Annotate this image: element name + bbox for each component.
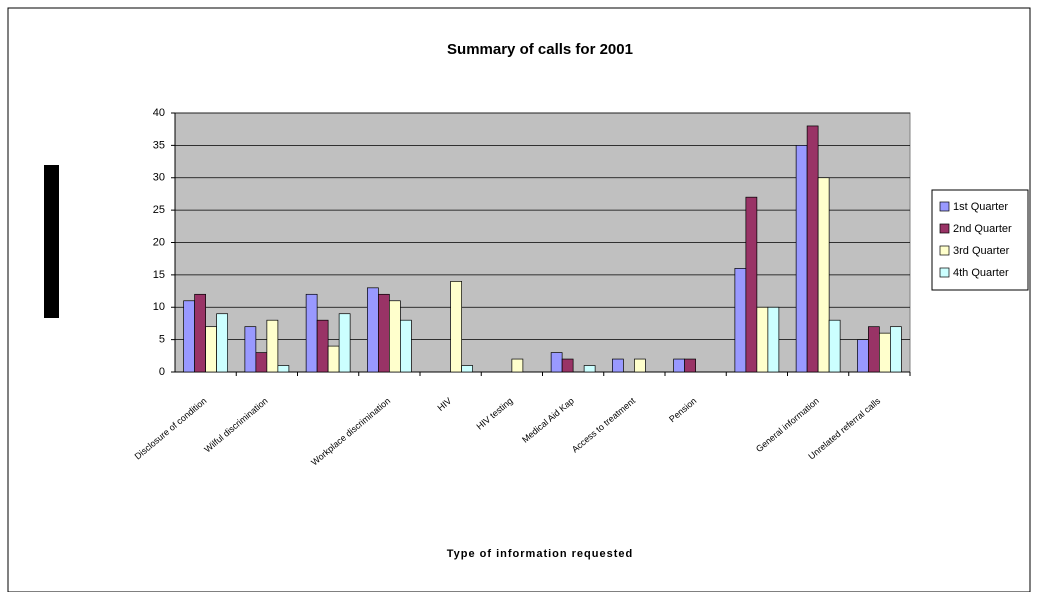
bar (216, 313, 228, 373)
bar (305, 293, 318, 373)
y-tick-label: 5 (159, 334, 165, 346)
legend-swatch (939, 201, 950, 212)
bar (767, 306, 780, 373)
legend-label: 1st Quarter (953, 201, 1008, 213)
bar (634, 358, 646, 373)
decoration (44, 165, 59, 318)
bar (745, 196, 758, 373)
bar (684, 358, 696, 373)
bar (194, 293, 206, 373)
y-tick-label: 20 (153, 236, 165, 248)
bar (277, 365, 290, 373)
bar (817, 177, 830, 373)
y-tick-label: 35 (153, 139, 165, 151)
bar (461, 365, 473, 373)
bar (338, 313, 351, 373)
bar (183, 300, 195, 373)
bar (806, 125, 819, 373)
legend-label: 3rd Quarter (953, 245, 1010, 257)
legend-label: 4th Quarter (953, 267, 1009, 279)
bar (244, 326, 257, 373)
chart-title: Summary of calls for 2001 (447, 41, 633, 58)
legend-swatch (939, 245, 950, 256)
bar (400, 319, 412, 373)
bar (828, 319, 841, 373)
y-tick-label: 25 (153, 204, 165, 216)
bar (327, 345, 340, 373)
bar (795, 145, 808, 373)
bar (612, 358, 624, 373)
bar (868, 326, 880, 373)
bar (255, 352, 268, 373)
bar (205, 326, 217, 373)
legend-swatch (939, 223, 950, 234)
x-axis-title: Type of information requested (447, 548, 633, 560)
y-tick-label: 30 (153, 172, 165, 184)
bar (734, 268, 747, 373)
y-tick-label: 40 (153, 107, 165, 119)
bar (550, 352, 563, 373)
legend-swatch (939, 267, 950, 278)
y-tick-label: 10 (153, 301, 165, 313)
bar (389, 300, 401, 373)
bar (673, 358, 685, 373)
bar (583, 365, 596, 373)
bar (756, 306, 769, 373)
y-tick-label: 0 (159, 366, 165, 378)
bar (450, 281, 462, 373)
bar (561, 358, 574, 373)
bar (857, 339, 869, 373)
bar (511, 358, 524, 373)
bar (879, 332, 891, 373)
y-tick-label: 15 (153, 269, 165, 281)
bar (890, 326, 902, 373)
legend-label: 2nd Quarter (953, 223, 1012, 235)
bar (378, 293, 390, 373)
bar (316, 319, 329, 373)
bar (367, 287, 379, 373)
bar (266, 319, 279, 373)
